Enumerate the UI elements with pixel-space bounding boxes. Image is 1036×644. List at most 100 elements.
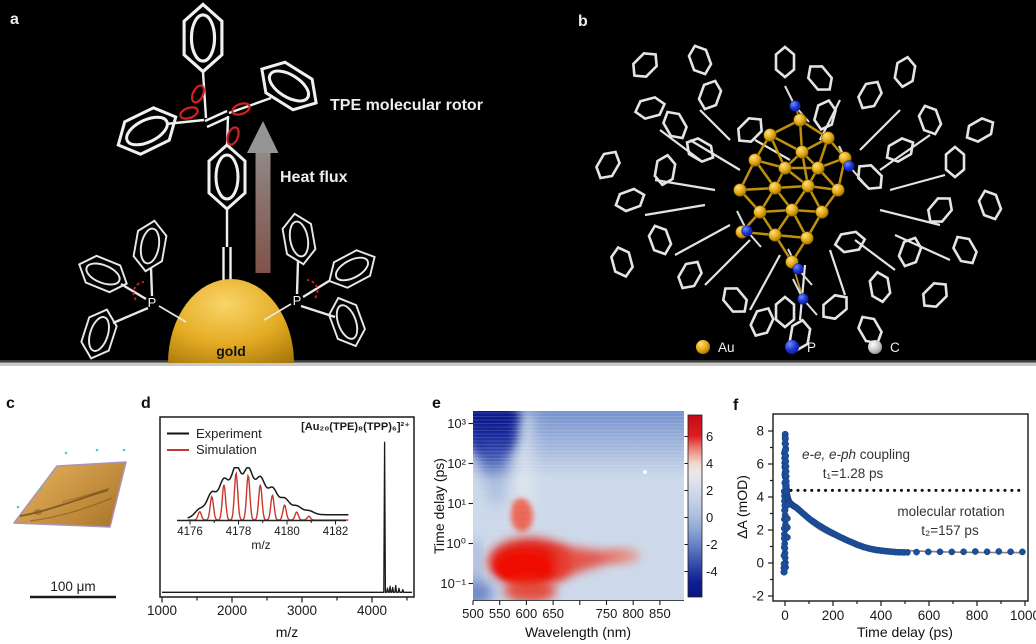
e-xtick: 850 (649, 606, 671, 621)
legend-au: Au (718, 340, 735, 355)
inset-xtick: 4182 (323, 526, 349, 538)
ta-heatmap (473, 411, 684, 600)
cb-tick: 6 (706, 429, 713, 444)
rotation-annotation: molecular rotation (897, 504, 1004, 519)
d-legend: Experiment Simulation (167, 426, 262, 457)
panel-a-scheme: a (10, 2, 483, 364)
inset-xtick: 4180 (274, 526, 300, 538)
phosphine-left (72, 217, 187, 364)
cb-tick: 2 (706, 483, 713, 498)
f-ylabel: ΔA (mOD) (734, 475, 750, 539)
crystal-photo (13, 448, 127, 528)
cluster-formula: [Au₂₀(TPE)₈(TPP)₆]²⁺ (301, 421, 410, 433)
hot-pixel (643, 470, 647, 474)
panel-d-mass-spectrum: d Experiment Simulation [Au₂₀(TPE)₈(TPP)… (141, 395, 415, 640)
panel-c-micrograph: c 100 μm (6, 395, 127, 599)
panel-bottom-edge (0, 362, 1036, 366)
cb-tick: 4 (706, 456, 713, 471)
panel-a-label: a (10, 11, 19, 28)
panel-e-label: e (432, 395, 441, 412)
f-xtick: 0 (781, 608, 789, 623)
panel-b-cluster: b Au P C (578, 13, 1005, 355)
heat-flux-label: Heat flux (280, 169, 348, 186)
f-xtick: 1000 (1010, 608, 1036, 623)
heat-flux-arrow (247, 121, 279, 273)
inset-xtick: 4178 (226, 526, 252, 538)
f-ytick: 4 (756, 490, 764, 505)
f-xtick: 600 (918, 608, 941, 623)
p-rotation-arc-left (132, 281, 145, 301)
e-xlabel: Wavelength (nm) (525, 624, 631, 640)
d-xtick: 3000 (287, 603, 317, 618)
coupling-annotation-italic: e-e, e-ph (802, 447, 856, 462)
tau2-annotation: t₂=157 ps (921, 523, 979, 538)
f-axis-ticks (768, 430, 1026, 606)
e-xtick: 650 (542, 606, 564, 621)
legend-simulation: Simulation (196, 442, 257, 457)
colorbar (687, 414, 703, 598)
f-xtick: 800 (966, 608, 989, 623)
p-rotation-arc-right (306, 279, 319, 299)
e-ytick: 10¹ (447, 496, 466, 511)
d-xlabel: m/z (276, 624, 299, 640)
tau1-annotation: t₁=1.28 ps (823, 466, 884, 481)
d-xtick: 2000 (217, 603, 247, 618)
coupling-annotation: e-e, e-ph coupling (802, 447, 910, 462)
cb-tick: -4 (706, 564, 718, 579)
e-xtick: 750 (596, 606, 618, 621)
panel-f-kinetics: f 0 200 400 600 800 1000 8 6 4 2 0 - (733, 397, 1036, 640)
stage-markers (16, 448, 126, 509)
inset-ticks (189, 520, 336, 525)
au-sphere-icon (696, 340, 710, 354)
panel-e-heatmap: e (431, 395, 718, 640)
d-xtick: 4000 (357, 603, 387, 618)
panel-b-label: b (578, 13, 588, 30)
e-ylabel: Time delay (ps) (431, 458, 447, 554)
e-xtick: 550 (489, 606, 511, 621)
d-axis-ticks (161, 597, 408, 603)
e-xtick: 600 (516, 606, 538, 621)
phosphine-right (263, 210, 383, 352)
interference-stripes (473, 412, 684, 541)
ligand-shell (591, 41, 1005, 353)
p-label-left: P (148, 295, 157, 310)
p-sphere-icon (785, 340, 799, 354)
legend-p: P (807, 340, 816, 355)
e-ytick: 10² (447, 456, 466, 471)
f-xlabel: Time delay (ps) (857, 624, 953, 640)
panel-f-label: f (733, 397, 739, 414)
au-cluster-core (733, 85, 864, 316)
scalebar-label: 100 μm (50, 579, 95, 594)
data-points (780, 430, 1026, 576)
rotor-label: TPE molecular rotor (330, 97, 483, 114)
dark-panels: a (0, 0, 1036, 366)
legend-experiment: Experiment (196, 426, 262, 441)
rotation-arrows (179, 84, 251, 146)
e-ytick: 10⁻¹ (440, 576, 466, 591)
d-xtick: 1000 (147, 603, 177, 618)
inset-xtick: 4176 (177, 526, 203, 538)
f-ytick: 8 (756, 424, 764, 439)
f-ytick: -2 (752, 589, 764, 604)
main-spectrum (162, 441, 412, 593)
gold-label: gold (216, 343, 246, 359)
gold-hemisphere (168, 279, 294, 363)
panel-c-label: c (6, 395, 15, 412)
e-axis-ticks (468, 422, 661, 605)
f-ytick: 0 (756, 556, 764, 571)
legend-c: C (890, 340, 900, 355)
f-xtick: 200 (822, 608, 845, 623)
f-xtick: 400 (870, 608, 893, 623)
f-ytick: 6 (756, 457, 764, 472)
c-sphere-icon (868, 340, 882, 354)
cb-tick: -2 (706, 537, 718, 552)
e-ytick: 10³ (447, 416, 466, 431)
coupling-annotation-rest: coupling (856, 447, 910, 462)
cb-tick: 0 (706, 510, 713, 525)
inset-xlabel: m/z (251, 538, 270, 552)
panel-bottom-shadow (0, 360, 1036, 363)
e-xtick: 800 (622, 606, 644, 621)
e-xtick: 500 (462, 606, 484, 621)
f-ytick: 2 (756, 523, 764, 538)
atom-legend: Au P C (696, 340, 900, 355)
